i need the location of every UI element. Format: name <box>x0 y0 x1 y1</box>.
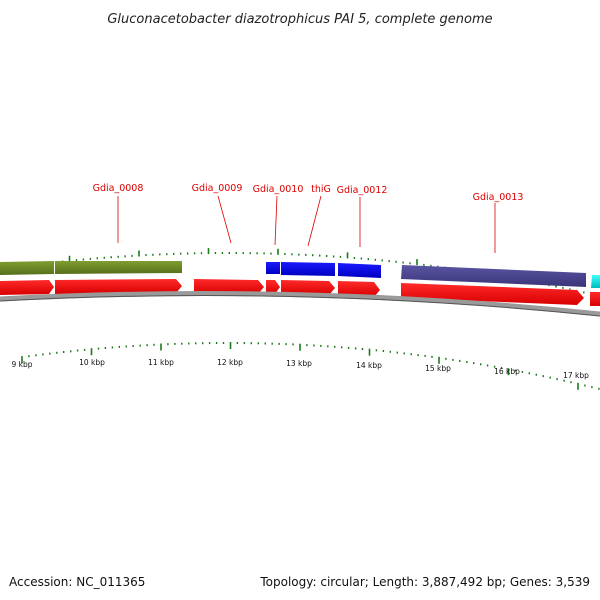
genome-summary-text: Topology: circular; Length: 3,887,492 bp… <box>260 575 590 589</box>
cds-arrow-gdia-0012[interactable] <box>338 281 380 297</box>
gene-label-gdia-0008[interactable]: Gdia_0008 <box>93 183 144 194</box>
gene-label-gdia-0010[interactable]: Gdia_0010 <box>253 184 304 195</box>
gene-label-gdia-0013[interactable]: Gdia_0013 <box>473 192 524 203</box>
gene-label-gdia-0012[interactable]: Gdia_0012 <box>337 185 388 196</box>
scale-label-17kbp: 17 kbp <box>563 371 589 380</box>
genome-backbone-shadow <box>0 295 600 317</box>
scale-label-13kbp: 13 kbp <box>286 359 312 368</box>
cds-arrow-thig[interactable] <box>281 280 335 295</box>
cds-arrow-1[interactable] <box>0 280 54 295</box>
gene-block-cyan[interactable] <box>591 275 600 288</box>
cds-arrow-edge[interactable] <box>590 292 600 306</box>
gene-block-blue-gdia-0012[interactable] <box>338 263 381 278</box>
scale-label-12kbp: 12 kbp <box>217 358 243 367</box>
scale-label-15kbp: 15 kbp <box>425 364 451 373</box>
scale-label-11kbp: 11 kbp <box>148 358 174 367</box>
cds-track <box>0 279 600 306</box>
gene-label-thig[interactable]: thiG <box>311 184 331 195</box>
gene-block-blue-thig[interactable] <box>281 262 335 276</box>
cds-arrow-gdia-0010[interactable] <box>266 280 280 294</box>
scale-label-10kbp: 10 kbp <box>79 358 105 367</box>
scale-label-14kbp: 14 kbp <box>356 361 382 370</box>
leader-lines <box>117 195 496 253</box>
leader-line-thig <box>307 195 322 247</box>
cds-arrow-gdia-0008[interactable] <box>55 279 182 294</box>
gene-block-olive-2[interactable] <box>55 261 182 274</box>
map-title: Gluconacetobacter diazotrophicus PAI 5, … <box>107 12 492 27</box>
gene-block-olive-1[interactable] <box>0 261 54 275</box>
cds-arrow-gdia-0009[interactable] <box>194 279 264 294</box>
scale-label-16kbp: 16 kbp <box>494 367 520 376</box>
leader-line-gdia-0010 <box>274 195 278 246</box>
genome-backbone <box>0 291 600 317</box>
scale-labels: 9 kbp 10 kbp 11 kbp 12 kbp 13 kbp 14 kbp… <box>11 358 589 380</box>
gene-block-blue-gdia-0010[interactable] <box>266 262 280 274</box>
gene-block-slate-gdia-0013[interactable] <box>401 265 586 287</box>
gene-label-gdia-0009[interactable]: Gdia_0009 <box>192 183 243 194</box>
scale-tick-track <box>21 342 600 390</box>
category-track <box>0 261 600 288</box>
accession-text: Accession: NC_011365 <box>9 575 146 589</box>
leader-line-gdia-0009 <box>217 195 232 244</box>
gene-labels: Gdia_0008 Gdia_0009 Gdia_0010 thiG Gdia_… <box>93 183 524 203</box>
scale-label-9kbp: 9 kbp <box>11 360 32 369</box>
